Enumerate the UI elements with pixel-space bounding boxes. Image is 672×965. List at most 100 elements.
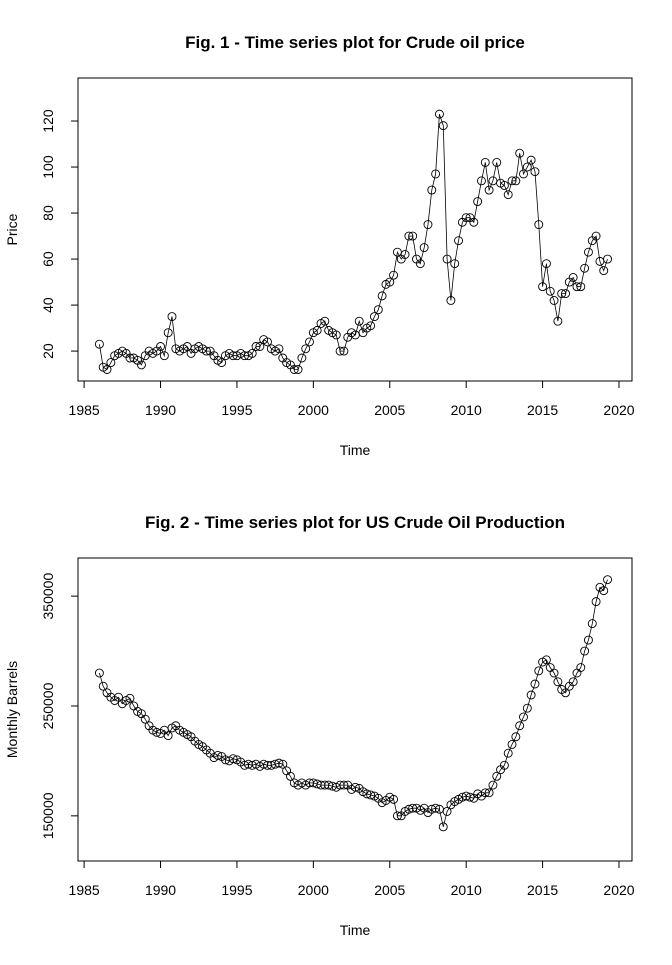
- data-point: [553, 677, 563, 687]
- y-tick-label: 250000: [40, 682, 56, 729]
- data-point: [427, 185, 437, 195]
- x-tick-label: 2005: [374, 882, 405, 898]
- data-point: [354, 316, 364, 326]
- x-tick-label: 2020: [603, 882, 634, 898]
- data-point: [389, 270, 399, 280]
- data-point: [488, 780, 498, 790]
- data-point: [499, 180, 509, 190]
- data-point: [400, 250, 410, 259]
- data-point: [228, 754, 238, 764]
- data-point: [541, 259, 551, 269]
- data-point: [461, 213, 471, 223]
- x-axis-label: Time: [340, 442, 371, 458]
- x-tick-label: 1995: [221, 402, 252, 418]
- data-point: [392, 811, 402, 821]
- y-tick-label: 20: [40, 343, 56, 359]
- data-point: [477, 176, 486, 186]
- data-point: [591, 597, 601, 607]
- y-axis-label: Price: [4, 213, 20, 245]
- data-point: [572, 282, 582, 292]
- data-point: [339, 780, 349, 790]
- data-point: [507, 739, 517, 749]
- data-point: [568, 677, 578, 687]
- data-point: [431, 803, 441, 813]
- x-tick-label: 2020: [603, 402, 634, 418]
- data-point: [583, 247, 593, 257]
- data-point: [580, 646, 590, 656]
- data-point: [561, 688, 570, 698]
- series-line: [99, 579, 608, 827]
- y-tick-label: 100: [40, 155, 56, 179]
- y-tick-label: 80: [40, 205, 56, 221]
- y-tick-label: 350000: [40, 573, 56, 620]
- data-point: [499, 760, 509, 770]
- data-point: [557, 289, 567, 299]
- x-axis-label: Time: [340, 922, 371, 938]
- y-tick-label: 40: [40, 297, 56, 313]
- data-point: [274, 344, 284, 354]
- y-axis-label: Monthly Barrels: [4, 661, 20, 758]
- data-point: [201, 346, 211, 356]
- data-point: [484, 788, 494, 798]
- plot-box: [77, 77, 633, 382]
- data-point: [530, 679, 540, 689]
- data-point: [511, 176, 521, 186]
- data-point: [163, 328, 173, 338]
- data-point: [274, 758, 284, 768]
- data-point: [599, 586, 609, 596]
- x-tick-label: 1985: [69, 402, 100, 418]
- x-tick-label: 2015: [527, 882, 558, 898]
- data-point: [530, 167, 540, 177]
- x-tick-label: 2010: [451, 882, 482, 898]
- data-point: [370, 312, 379, 322]
- data-point: [591, 231, 601, 241]
- data-point: [480, 788, 490, 798]
- data-point: [320, 316, 330, 326]
- data-point: [561, 289, 570, 299]
- data-point: [438, 121, 448, 131]
- data-point: [465, 792, 475, 802]
- x-tick-label: 1995: [221, 882, 252, 898]
- series-line: [99, 113, 608, 371]
- data-point: [251, 342, 261, 351]
- data-point: [549, 296, 559, 305]
- x-tick-label: 2000: [298, 402, 329, 418]
- data-point: [408, 231, 418, 241]
- data-point: [114, 692, 123, 702]
- data-point: [159, 351, 169, 361]
- data-point: [480, 157, 490, 167]
- data-point: [289, 365, 299, 374]
- data-point: [549, 668, 559, 678]
- data-point: [301, 344, 311, 354]
- data-point: [450, 259, 460, 269]
- y-tick-label: 150000: [40, 792, 56, 839]
- data-point: [213, 750, 223, 760]
- y-tick-label: 120: [40, 109, 56, 133]
- data-point: [98, 681, 108, 691]
- data-point: [247, 348, 257, 358]
- data-point: [492, 157, 502, 167]
- data-point: [541, 655, 551, 665]
- data-point: [576, 282, 586, 292]
- x-tick-label: 1990: [145, 882, 176, 898]
- data-point: [373, 305, 383, 315]
- data-point: [305, 337, 314, 347]
- data-point: [389, 794, 399, 804]
- data-point: [106, 358, 116, 368]
- data-point: [522, 703, 532, 713]
- data-point: [454, 236, 463, 246]
- data-point: [507, 176, 517, 186]
- data-point: [404, 231, 414, 241]
- data-point: [278, 759, 288, 769]
- data-point: [385, 277, 395, 287]
- data-point: [102, 365, 112, 374]
- data-point: [603, 254, 612, 264]
- data-point: [568, 273, 578, 282]
- data-point: [553, 316, 563, 326]
- data-point: [140, 714, 150, 724]
- data-point: [163, 731, 173, 741]
- data-point: [519, 169, 528, 179]
- data-point: [331, 330, 341, 340]
- data-point: [377, 291, 387, 301]
